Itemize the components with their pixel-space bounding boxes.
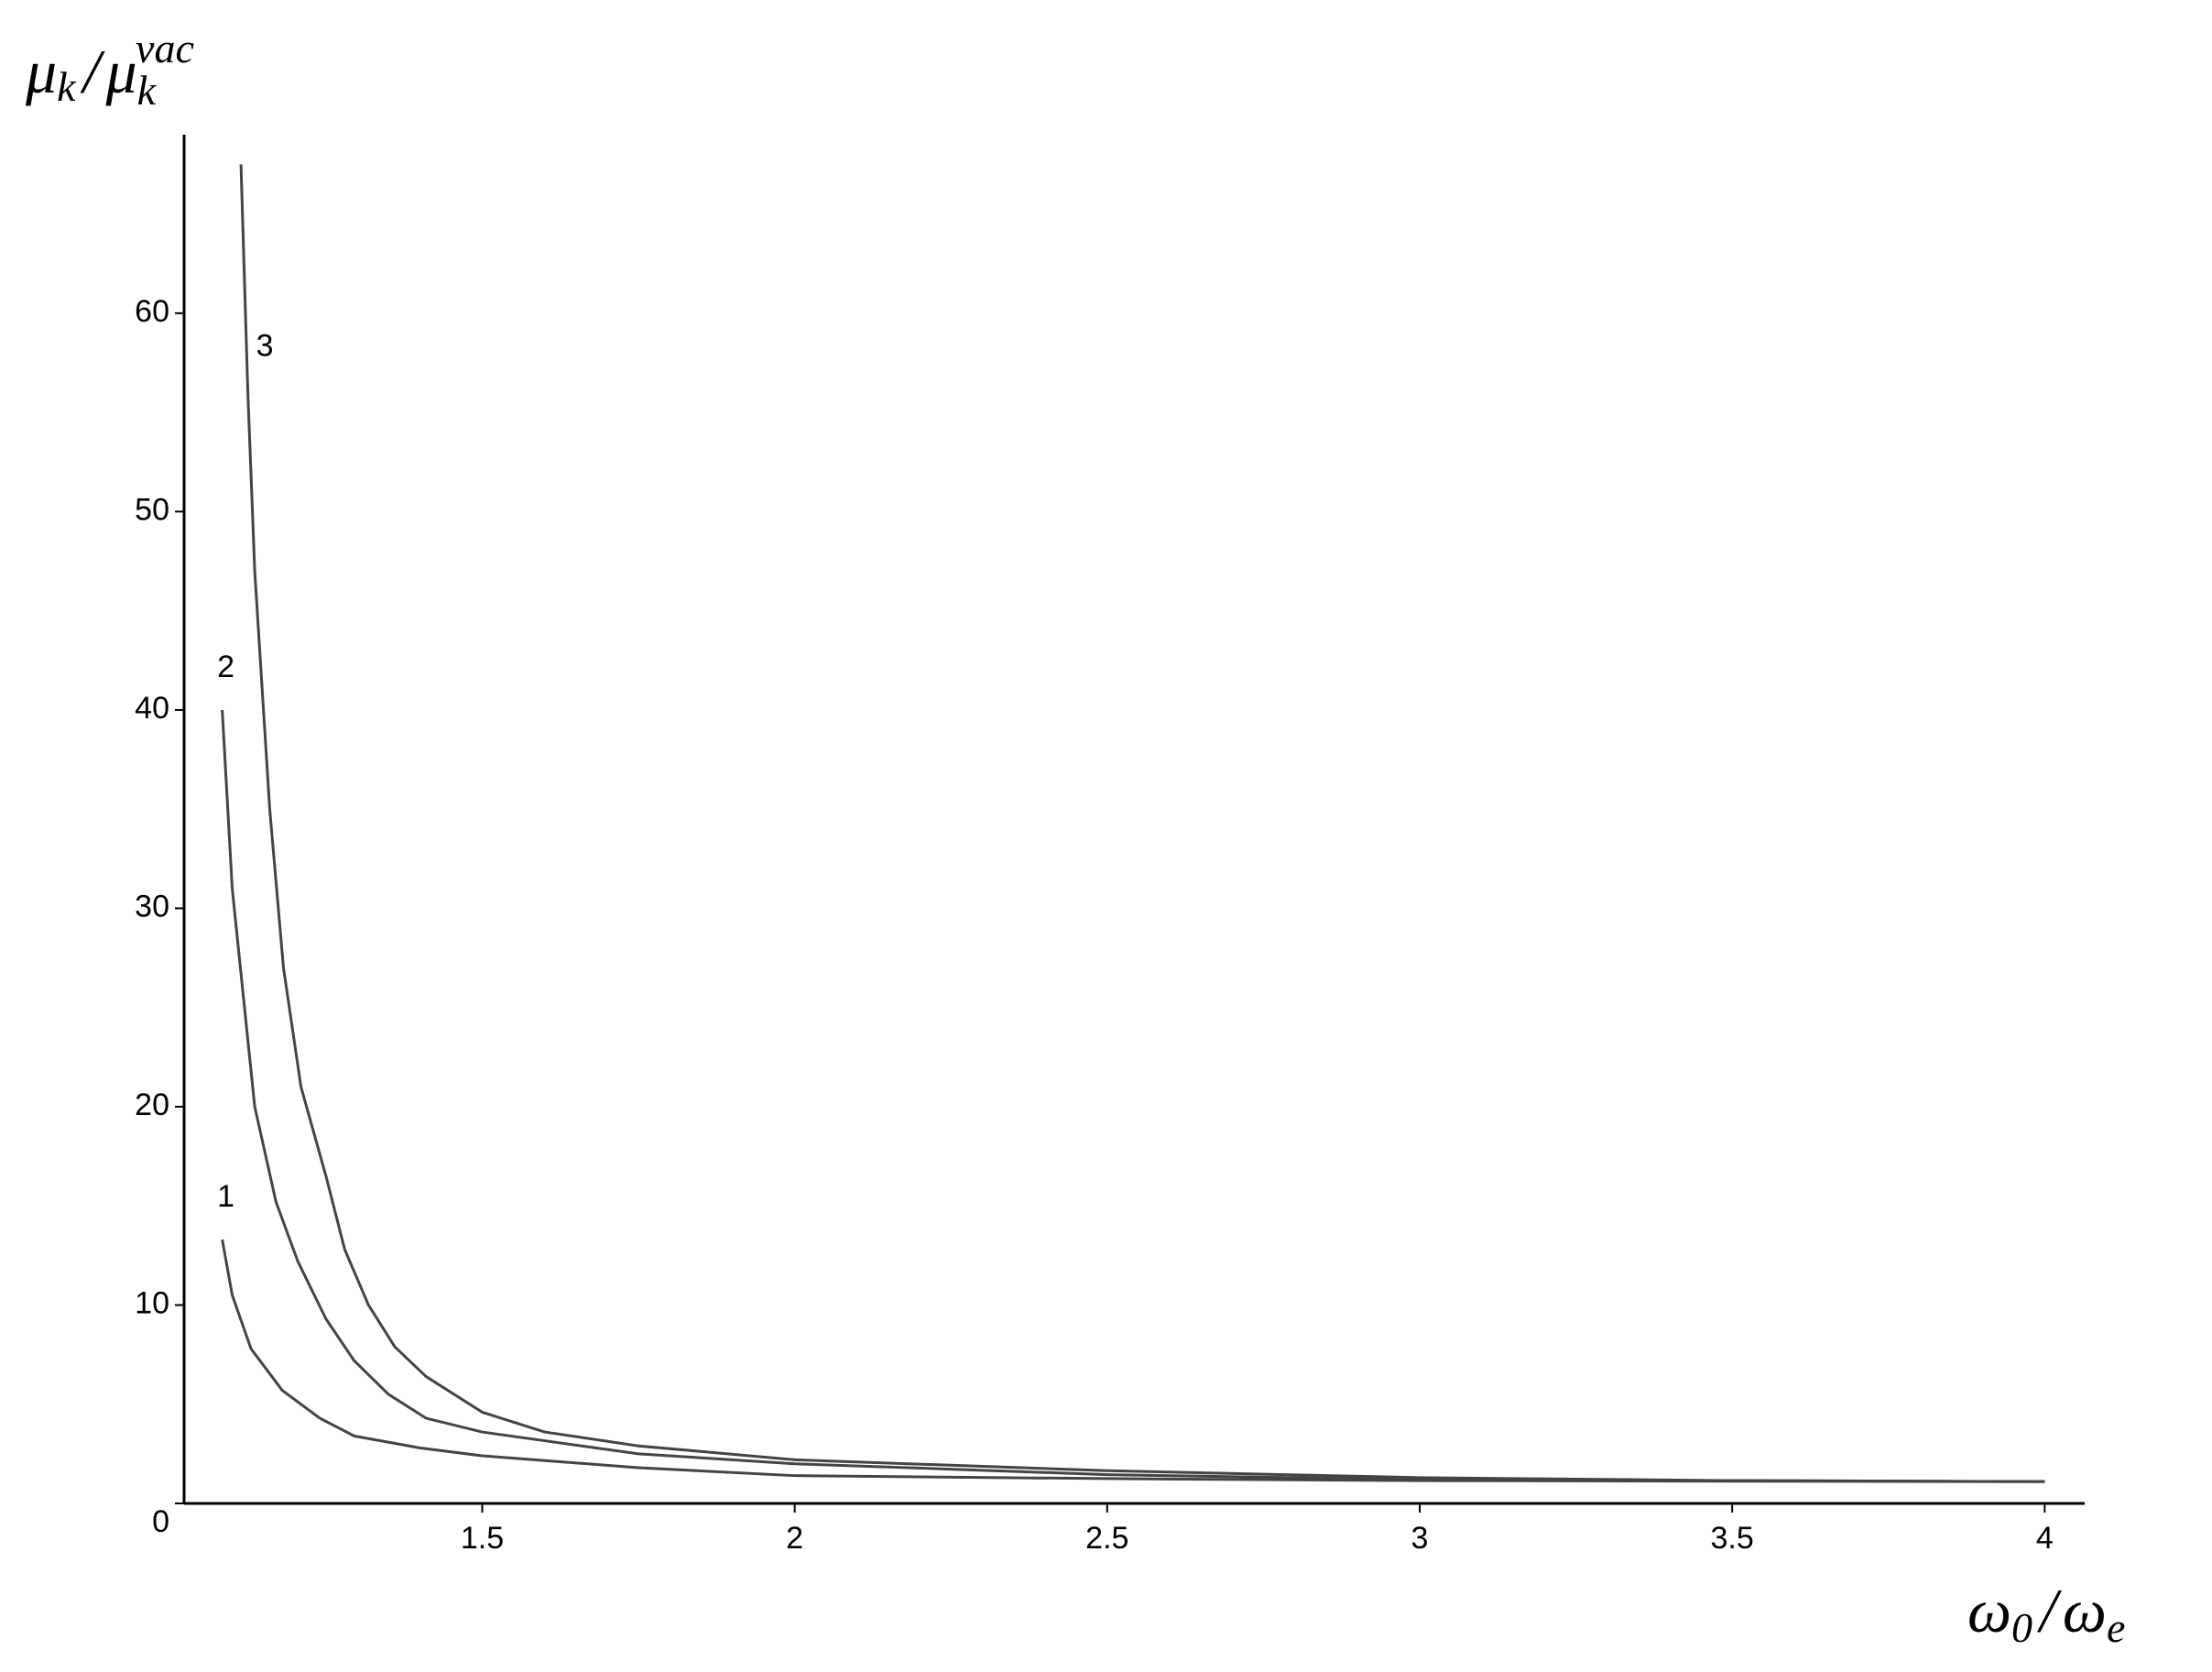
series-label: 2 xyxy=(217,650,234,684)
x-label-part: 0 xyxy=(2011,1604,2032,1651)
y-axis-label: μk/μkvac xyxy=(25,25,194,114)
x-label-part: e xyxy=(2107,1604,2125,1651)
x-label-part: / xyxy=(2036,1576,2063,1645)
y-label-part: vac xyxy=(136,25,194,71)
x-axis-label: ω0/ωe xyxy=(1967,1576,2125,1651)
x-tick-label: 3.5 xyxy=(1711,1521,1754,1556)
line xyxy=(221,709,2045,1483)
x-tick-label: 3 xyxy=(1411,1521,1429,1556)
x-tick-label: 4 xyxy=(2036,1521,2054,1556)
y-label-part: μ xyxy=(104,37,136,106)
x-tick-label: 2 xyxy=(786,1521,803,1556)
y-label-part: k xyxy=(57,63,77,110)
y-tick-label: 50 xyxy=(135,492,169,527)
x-label-part: ω xyxy=(2063,1576,2107,1645)
y-label-part: μ xyxy=(25,37,57,106)
y-tick-label: 0 xyxy=(152,1504,169,1539)
y-tick-label: 40 xyxy=(135,691,169,726)
y-tick-label: 60 xyxy=(135,294,169,329)
x-tick-label: 2.5 xyxy=(1085,1521,1128,1556)
series-label: 1 xyxy=(217,1179,234,1214)
y-label-part: k xyxy=(137,67,158,114)
line xyxy=(221,1239,2045,1483)
series-label: 3 xyxy=(256,328,274,363)
y-label-part: / xyxy=(80,37,106,106)
x-tick-label: 1.5 xyxy=(461,1521,504,1556)
line xyxy=(239,164,2045,1483)
y-tick-label: 10 xyxy=(135,1285,169,1320)
x-label-part: ω xyxy=(1967,1576,2011,1645)
y-tick-label: 30 xyxy=(135,889,169,923)
y-tick-label: 20 xyxy=(135,1087,169,1122)
